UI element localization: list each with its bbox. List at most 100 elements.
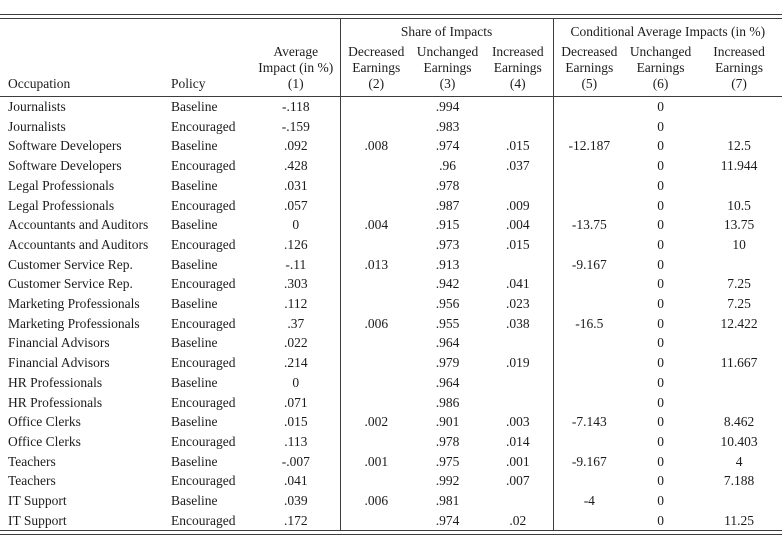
cell-cond-decreased: -12.187 xyxy=(552,136,626,157)
cell-share-increased xyxy=(483,255,553,275)
cell-policy: Encouraged xyxy=(171,433,236,449)
cell-occupation: IT Support xyxy=(8,493,67,509)
table-row: Office Clerks Baseline .015 .002 .901 .003 -7.… xyxy=(0,412,782,432)
cell-avg-impact: -.007 xyxy=(281,453,310,469)
cell-share-unchanged: .983 xyxy=(435,118,460,134)
col-header-number: (4) xyxy=(509,76,526,91)
cell-share-increased: .007 xyxy=(505,473,530,489)
cell-occupation: Office Clerks xyxy=(8,414,81,430)
col-header-label: Policy xyxy=(171,76,206,91)
cell-policy: Baseline xyxy=(171,217,218,233)
cell-avg-impact: .031 xyxy=(283,177,308,193)
table-row: Teachers Encouraged .041 .992 .007 0 7.188 xyxy=(0,471,782,492)
cell-cond-decreased xyxy=(552,392,626,413)
cell-avg-impact: .015 xyxy=(283,414,308,430)
cell-cond-increased: 7.25 xyxy=(727,276,751,292)
cell-occupation: Teachers xyxy=(8,473,56,489)
cell-share-decreased xyxy=(339,471,413,492)
cell-cond-unchanged: 0 xyxy=(657,512,664,528)
cell-cond-increased: 11.944 xyxy=(720,158,758,174)
cell-share-unchanged: .964 xyxy=(435,374,460,390)
cell-cond-decreased xyxy=(552,510,626,531)
table-row: IT Support Encouraged .172 .974 .02 0 11.25 xyxy=(0,510,782,531)
cell-share-increased: .015 xyxy=(505,138,530,154)
cell-cond-decreased xyxy=(552,116,626,137)
cell-share-unchanged: .974 xyxy=(435,138,460,154)
cell-occupation: IT Support xyxy=(8,512,67,528)
col-header-label: Decreased Earnings xyxy=(561,44,618,75)
cell-share-decreased: .001 xyxy=(339,451,413,472)
cell-cond-unchanged: 0 xyxy=(657,158,664,174)
table-row: Financial Advisors Encouraged .214 .979 .019… xyxy=(0,353,782,373)
cell-policy: Encouraged xyxy=(171,355,236,371)
table-row: Legal Professionals Baseline .031 .978 0 xyxy=(0,175,782,196)
cell-share-decreased xyxy=(339,510,413,531)
cell-avg-impact: .039 xyxy=(283,493,308,509)
cell-share-decreased xyxy=(339,392,413,413)
col-header-share-unchanged-earnings: Unchanged Earnings (3) xyxy=(412,42,484,97)
cell-share-decreased xyxy=(339,195,413,216)
table-header: Share of Impacts Conditional Average Imp… xyxy=(0,19,782,97)
cell-cond-increased: 11.667 xyxy=(720,355,758,371)
top-rule xyxy=(0,14,782,19)
cell-avg-impact: .126 xyxy=(283,236,308,252)
col-header-label: Unchanged Earnings xyxy=(629,44,692,75)
cell-share-increased xyxy=(483,393,553,413)
col-header-label: Average Impact (in %) xyxy=(258,44,334,75)
cell-cond-decreased xyxy=(552,274,626,295)
cell-share-unchanged: .992 xyxy=(435,473,460,489)
cell-occupation: Legal Professionals xyxy=(8,197,115,213)
results-table: Share of Impacts Conditional Average Imp… xyxy=(0,19,782,531)
cell-share-unchanged: .901 xyxy=(435,414,460,430)
group-header-row: Share of Impacts Conditional Average Imp… xyxy=(0,19,782,42)
cell-share-increased xyxy=(483,176,553,196)
cell-share-unchanged: .915 xyxy=(435,217,460,233)
cell-share-unchanged: .974 xyxy=(435,512,460,528)
cell-occupation: Financial Advisors xyxy=(8,355,110,371)
cell-share-decreased xyxy=(339,234,413,255)
cell-share-unchanged: .955 xyxy=(435,315,460,331)
col-header-number: (3) xyxy=(439,76,456,91)
cell-cond-decreased xyxy=(552,294,626,314)
cell-cond-increased: 10 xyxy=(732,236,746,252)
cell-share-increased xyxy=(483,97,553,117)
cell-share-unchanged: .913 xyxy=(435,256,460,272)
cell-occupation: Software Developers xyxy=(8,138,122,154)
table-body: Journalists Baseline -.118.994 0 Journalists… xyxy=(0,96,782,531)
cell-cond-decreased: -9.167 xyxy=(552,254,626,275)
cell-share-increased: .038 xyxy=(505,315,530,331)
cell-occupation: Office Clerks xyxy=(8,433,81,449)
cell-share-decreased: .002 xyxy=(339,412,413,432)
cell-policy: Encouraged xyxy=(171,394,236,410)
cell-share-unchanged: .978 xyxy=(435,433,460,449)
cell-share-decreased xyxy=(339,294,413,314)
cell-share-decreased xyxy=(339,372,413,393)
cell-cond-unchanged: 0 xyxy=(657,256,664,272)
cell-policy: Encouraged xyxy=(171,276,236,292)
cell-share-increased: .014 xyxy=(505,433,530,449)
cell-cond-decreased xyxy=(552,175,626,196)
table-row: Software Developers Baseline .092 .008 .974.… xyxy=(0,136,782,157)
cell-cond-increased xyxy=(696,393,782,413)
table-row: Software Developers Encouraged .428 .96 .037… xyxy=(0,156,782,176)
cell-cond-increased xyxy=(696,176,782,196)
cell-avg-impact: .214 xyxy=(283,355,308,371)
cell-share-decreased: .008 xyxy=(339,136,413,157)
cell-share-unchanged: .978 xyxy=(435,177,460,193)
cell-cond-unchanged: 0 xyxy=(657,197,664,213)
table-row: Office Clerks Encouraged .113 .978 .014 0 10.4… xyxy=(0,431,782,452)
cell-avg-impact: -.118 xyxy=(281,99,310,114)
cell-share-unchanged: .973 xyxy=(435,236,460,252)
cell-share-unchanged: .986 xyxy=(435,394,460,410)
cell-occupation: Accountants and Auditors xyxy=(8,236,149,252)
cell-share-increased: .015 xyxy=(505,236,530,252)
cell-cond-decreased: -7.143 xyxy=(552,412,626,432)
cell-cond-decreased xyxy=(552,372,626,393)
cell-share-increased xyxy=(483,117,553,137)
table-row: Teachers Baseline -.007 .001 .975 .001 -9.167 0… xyxy=(0,451,782,472)
cell-avg-impact: .112 xyxy=(284,296,308,312)
cell-occupation: Teachers xyxy=(8,453,56,469)
cell-policy: Baseline xyxy=(171,99,218,114)
cell-share-unchanged: .964 xyxy=(435,335,460,351)
cell-cond-unchanged: 0 xyxy=(657,276,664,292)
